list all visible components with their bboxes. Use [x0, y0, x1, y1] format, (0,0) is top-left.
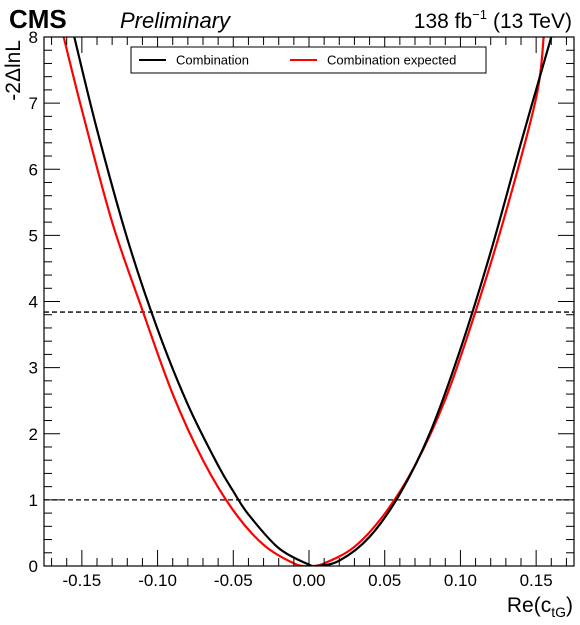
reference-lines	[44, 311, 574, 501]
x-tick-label: -0.15	[62, 571, 101, 590]
y-tick-label: 5	[29, 226, 38, 245]
x-axis-title: Re(ctG)	[507, 594, 573, 620]
series-line-combination-expected	[62, 37, 545, 566]
x-tick-label: 0.15	[520, 571, 553, 590]
x-axis-title-close: )	[566, 594, 573, 617]
y-tick-label: 0	[29, 557, 38, 576]
x-tick-label: 0.05	[368, 571, 401, 590]
energy-label: (13 TeV)	[493, 10, 572, 33]
y-tick-label: 2	[29, 425, 38, 444]
x-tick-label: -0.05	[214, 571, 253, 590]
y-tick-label: 6	[29, 160, 38, 179]
lumi-value: 138 fb	[414, 10, 472, 33]
luminosity-label: 138 fb−1 (13 TeV)	[414, 7, 572, 33]
y-tick-label: 7	[29, 94, 38, 113]
y-tick-label: 3	[29, 359, 38, 378]
curves-layer	[62, 37, 553, 566]
x-axis-title-sub: tG	[551, 604, 566, 620]
tick-labels: -0.15 -0.10 -0.05 0.00 0.05 0.10 0.15 0 1 2 3 4 5 6 7 8	[29, 28, 553, 590]
legend: Combination Combination expected	[130, 46, 487, 74]
y-tick-label: 4	[29, 293, 38, 312]
y-axis-title: -2ΔlnL	[2, 40, 25, 101]
legend-label-expected: Combination expected	[327, 53, 456, 68]
y-tick-label: 1	[29, 491, 38, 510]
legend-label-observed: Combination	[176, 53, 249, 68]
lumi-exponent: −1	[472, 7, 487, 22]
axis-ticks	[44, 36, 574, 567]
y-tick-label: 8	[29, 28, 38, 47]
experiment-label: CMS	[9, 4, 67, 34]
x-tick-label: 0.00	[292, 571, 325, 590]
x-axis-title-main: Re(c	[507, 594, 551, 617]
x-tick-label: 0.10	[444, 571, 477, 590]
status-label: Preliminary	[120, 8, 232, 33]
x-tick-label: -0.10	[138, 571, 177, 590]
plot-frame	[43, 36, 575, 567]
